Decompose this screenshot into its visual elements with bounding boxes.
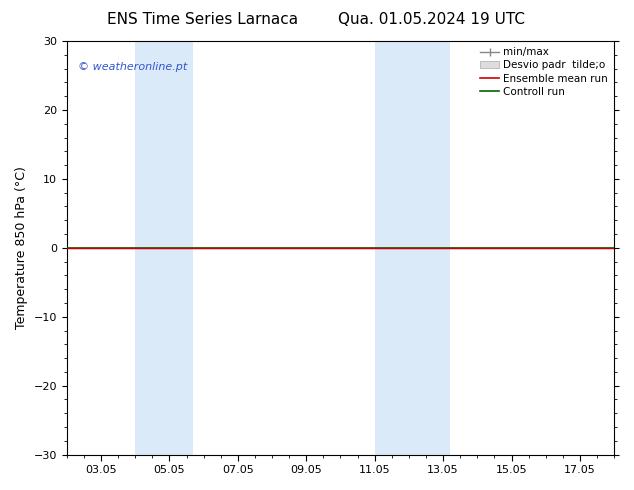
Bar (135, 41, 193, 455)
Legend: min/max, Desvio padr  tilde;o, Ensemble mean run, Controll run: min/max, Desvio padr tilde;o, Ensemble m… (476, 43, 612, 101)
Text: Qua. 01.05.2024 19 UTC: Qua. 01.05.2024 19 UTC (338, 12, 524, 27)
Text: ENS Time Series Larnaca: ENS Time Series Larnaca (107, 12, 299, 27)
Bar (375, 41, 450, 455)
Y-axis label: Temperature 850 hPa (°C): Temperature 850 hPa (°C) (15, 167, 28, 329)
Text: © weatheronline.pt: © weatheronline.pt (78, 62, 187, 72)
